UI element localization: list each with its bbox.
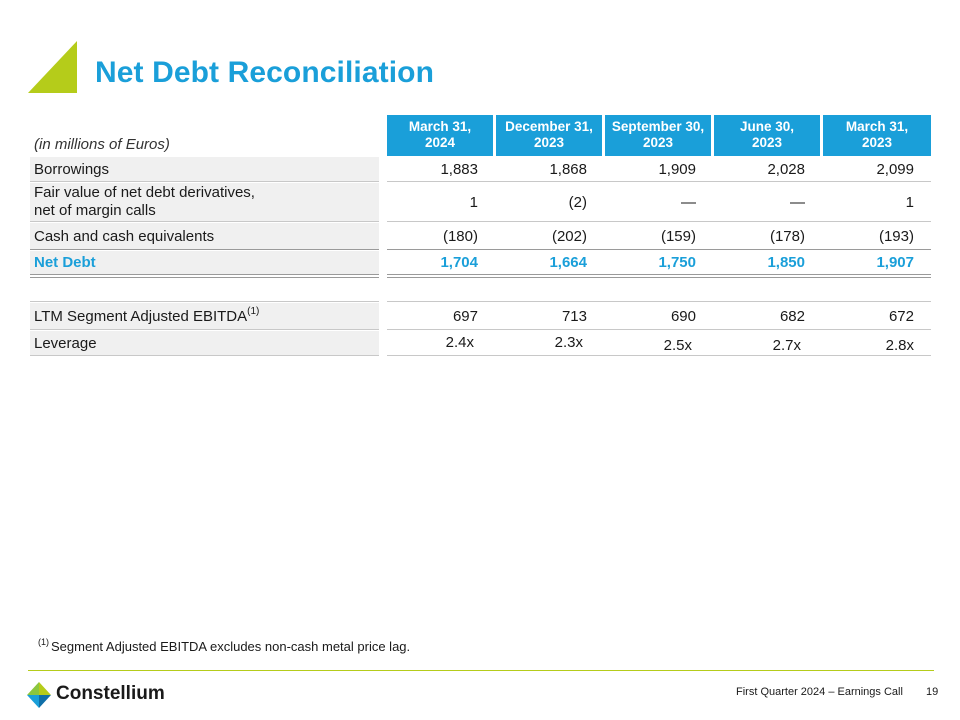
table-cell: 1 xyxy=(905,193,914,211)
table-cell: 1,909 xyxy=(658,160,696,178)
table-cell: (180) xyxy=(442,227,478,245)
table-cell: — xyxy=(790,193,805,211)
row-divider xyxy=(30,355,379,356)
table-cell: 682 xyxy=(779,307,805,325)
footer-divider xyxy=(28,670,934,671)
row-divider xyxy=(30,181,379,182)
table-cell: 2.8x xyxy=(885,336,914,354)
table-cell: 1,883 xyxy=(440,160,478,178)
row-divider xyxy=(387,181,931,182)
table-cell: 1,907 xyxy=(876,254,914,271)
table-cell: (178) xyxy=(769,227,805,245)
row-label-ebitda: LTM Segment Adjusted EBITDA(1) xyxy=(30,303,379,329)
table-cell: 690 xyxy=(670,307,696,325)
row-divider xyxy=(30,249,379,250)
row-divider xyxy=(30,274,379,275)
row-divider xyxy=(387,277,931,278)
title-accent-triangle xyxy=(28,41,77,93)
page-title: Net Debt Reconciliation xyxy=(95,56,435,89)
row-divider xyxy=(387,329,931,330)
table-cell: (2) xyxy=(568,193,587,211)
column-header: June 30, 2023 xyxy=(714,115,820,156)
table-cell: (159) xyxy=(660,227,696,245)
row-label-borrowings: Borrowings xyxy=(30,157,379,181)
constellium-logo-icon xyxy=(27,682,51,708)
table-cell: 2.5x xyxy=(663,336,692,354)
table-cell: 1,664 xyxy=(549,254,587,271)
row-divider xyxy=(30,329,379,330)
table-cell: 2,099 xyxy=(876,160,914,178)
table-cell: 2.7x xyxy=(772,336,801,354)
row-divider xyxy=(30,221,379,222)
table-cell: 713 xyxy=(561,307,587,325)
table-cell: 697 xyxy=(452,307,478,325)
row-divider xyxy=(30,277,379,278)
column-header: March 31, 2023 xyxy=(823,115,931,156)
row-divider xyxy=(387,355,931,356)
footnote: (1) Segment Adjusted EBITDA excludes non-… xyxy=(38,637,411,654)
row-divider xyxy=(30,301,379,302)
row-divider xyxy=(387,249,931,250)
table-cell: 672 xyxy=(888,307,914,325)
table-cell: — xyxy=(681,193,696,211)
row-divider xyxy=(387,301,931,302)
table-cell: 2.3x xyxy=(554,333,583,351)
table-cell: 2.4x xyxy=(445,333,474,351)
table-cell: 1,750 xyxy=(658,254,696,271)
table-cell: 1,850 xyxy=(767,254,805,271)
row-divider xyxy=(387,274,931,275)
brand-name: Constellium xyxy=(56,683,165,704)
units-label: (in millions of Euros) xyxy=(34,136,170,153)
row-label-cash: Cash and cash equivalents xyxy=(30,223,379,249)
table-cell: 1 xyxy=(469,193,478,211)
row-label-leverage: Leverage xyxy=(30,331,379,355)
table-cell: 1,868 xyxy=(549,160,587,178)
column-header: March 31, 2024 xyxy=(387,115,493,156)
column-header: December 31, 2023 xyxy=(496,115,602,156)
column-header: September 30, 2023 xyxy=(605,115,711,156)
page-number: 19 xyxy=(926,686,939,698)
table-cell: (193) xyxy=(878,227,914,245)
table-cell: 2,028 xyxy=(767,160,805,178)
table-cell: (202) xyxy=(551,227,587,245)
row-divider xyxy=(387,221,931,222)
row-label-net-debt: Net Debt xyxy=(30,251,379,274)
row-label-fair-value: Fair value of net debt derivatives, net o… xyxy=(30,183,379,221)
table-cell: 1,704 xyxy=(440,254,478,271)
footer-event: First Quarter 2024 – Earnings Call xyxy=(736,686,903,698)
